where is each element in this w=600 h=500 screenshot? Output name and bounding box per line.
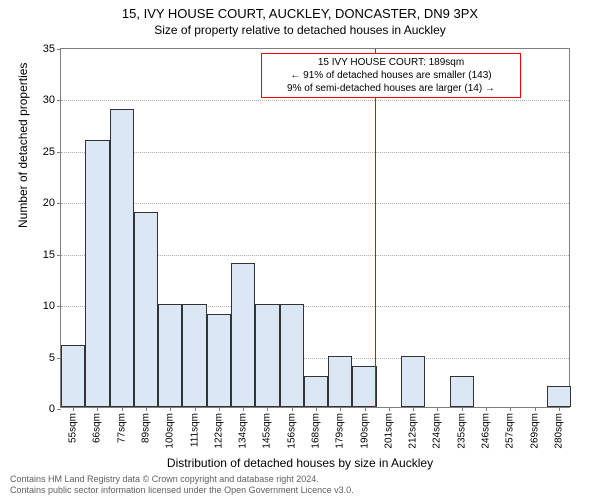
- ytick-mark: [57, 100, 61, 101]
- plot-area: 0510152025303555sqm66sqm77sqm89sqm100sqm…: [60, 48, 570, 408]
- histogram-bar: [547, 386, 571, 407]
- xtick-label: 89sqm: [141, 413, 152, 443]
- ytick-mark: [57, 152, 61, 153]
- gridline: [61, 152, 569, 153]
- xtick-label: 235sqm: [456, 413, 467, 449]
- xtick-label: 156sqm: [286, 413, 297, 449]
- reference-line: [375, 49, 376, 407]
- xtick-mark: [243, 407, 244, 411]
- histogram-bar: [328, 356, 352, 407]
- xtick-label: 77sqm: [116, 413, 127, 443]
- ytick-label: 0: [49, 403, 55, 415]
- xtick-mark: [219, 407, 220, 411]
- annotation-line1: 15 IVY HOUSE COURT: 189sqm: [268, 56, 514, 69]
- xtick-label: 224sqm: [432, 413, 443, 449]
- xtick-mark: [267, 407, 268, 411]
- footer-attribution: Contains HM Land Registry data © Crown c…: [10, 474, 354, 496]
- ytick-label: 35: [43, 43, 55, 55]
- ytick-mark: [57, 409, 61, 410]
- xtick-label: 66sqm: [92, 413, 103, 443]
- xtick-mark: [73, 407, 74, 411]
- ytick-mark: [57, 255, 61, 256]
- footer-line2: Contains public sector information licen…: [10, 485, 354, 496]
- annotation-box: 15 IVY HOUSE COURT: 189sqm← 91% of detac…: [261, 53, 521, 98]
- xtick-mark: [486, 407, 487, 411]
- histogram-bar: [134, 212, 158, 407]
- histogram-bar: [85, 140, 109, 407]
- xtick-label: 269sqm: [529, 413, 540, 449]
- xtick-mark: [195, 407, 196, 411]
- xtick-mark: [365, 407, 366, 411]
- xtick-mark: [510, 407, 511, 411]
- x-axis-label: Distribution of detached houses by size …: [0, 456, 600, 470]
- ytick-label: 25: [43, 146, 55, 158]
- xtick-mark: [146, 407, 147, 411]
- histogram-bar: [352, 366, 376, 407]
- ytick-mark: [57, 203, 61, 204]
- xtick-label: 201sqm: [383, 413, 394, 449]
- histogram-bar: [280, 304, 304, 407]
- xtick-label: 100sqm: [165, 413, 176, 449]
- ytick-label: 5: [49, 352, 55, 364]
- xtick-label: 257sqm: [505, 413, 516, 449]
- histogram-bar: [450, 376, 474, 407]
- histogram-bar: [255, 304, 279, 407]
- xtick-label: 134sqm: [238, 413, 249, 449]
- sub-title: Size of property relative to detached ho…: [0, 23, 600, 37]
- histogram-bar: [304, 376, 328, 407]
- xtick-label: 55sqm: [68, 413, 79, 443]
- gridline: [61, 203, 569, 204]
- footer-line1: Contains HM Land Registry data © Crown c…: [10, 474, 354, 485]
- xtick-mark: [462, 407, 463, 411]
- histogram-bar: [110, 109, 134, 407]
- histogram-bar: [231, 263, 255, 407]
- xtick-mark: [122, 407, 123, 411]
- ytick-mark: [57, 306, 61, 307]
- xtick-label: 111sqm: [189, 413, 200, 447]
- xtick-mark: [535, 407, 536, 411]
- xtick-mark: [170, 407, 171, 411]
- xtick-label: 246sqm: [481, 413, 492, 449]
- main-title: 15, IVY HOUSE COURT, AUCKLEY, DONCASTER,…: [0, 0, 600, 21]
- chart-container: 15, IVY HOUSE COURT, AUCKLEY, DONCASTER,…: [0, 0, 600, 500]
- xtick-mark: [316, 407, 317, 411]
- xtick-mark: [559, 407, 560, 411]
- histogram-bar: [207, 314, 231, 407]
- xtick-label: 168sqm: [311, 413, 322, 449]
- histogram-bar: [61, 345, 85, 407]
- xtick-label: 212sqm: [408, 413, 419, 449]
- xtick-mark: [97, 407, 98, 411]
- ytick-mark: [57, 49, 61, 50]
- ytick-label: 15: [43, 249, 55, 261]
- xtick-mark: [389, 407, 390, 411]
- xtick-mark: [413, 407, 414, 411]
- xtick-label: 280sqm: [553, 413, 564, 449]
- xtick-label: 122sqm: [213, 413, 224, 449]
- histogram-bar: [158, 304, 182, 407]
- gridline: [61, 100, 569, 101]
- y-axis-label: Number of detached properties: [16, 63, 30, 228]
- annotation-line2: ← 91% of detached houses are smaller (14…: [268, 69, 514, 82]
- xtick-label: 145sqm: [262, 413, 273, 449]
- xtick-mark: [437, 407, 438, 411]
- xtick-label: 179sqm: [335, 413, 346, 449]
- ytick-label: 10: [43, 300, 55, 312]
- ytick-label: 30: [43, 94, 55, 106]
- xtick-mark: [292, 407, 293, 411]
- annotation-line3: 9% of semi-detached houses are larger (1…: [268, 82, 514, 95]
- xtick-mark: [340, 407, 341, 411]
- histogram-bar: [182, 304, 206, 407]
- xtick-label: 190sqm: [359, 413, 370, 449]
- ytick-label: 20: [43, 197, 55, 209]
- histogram-bar: [401, 356, 425, 407]
